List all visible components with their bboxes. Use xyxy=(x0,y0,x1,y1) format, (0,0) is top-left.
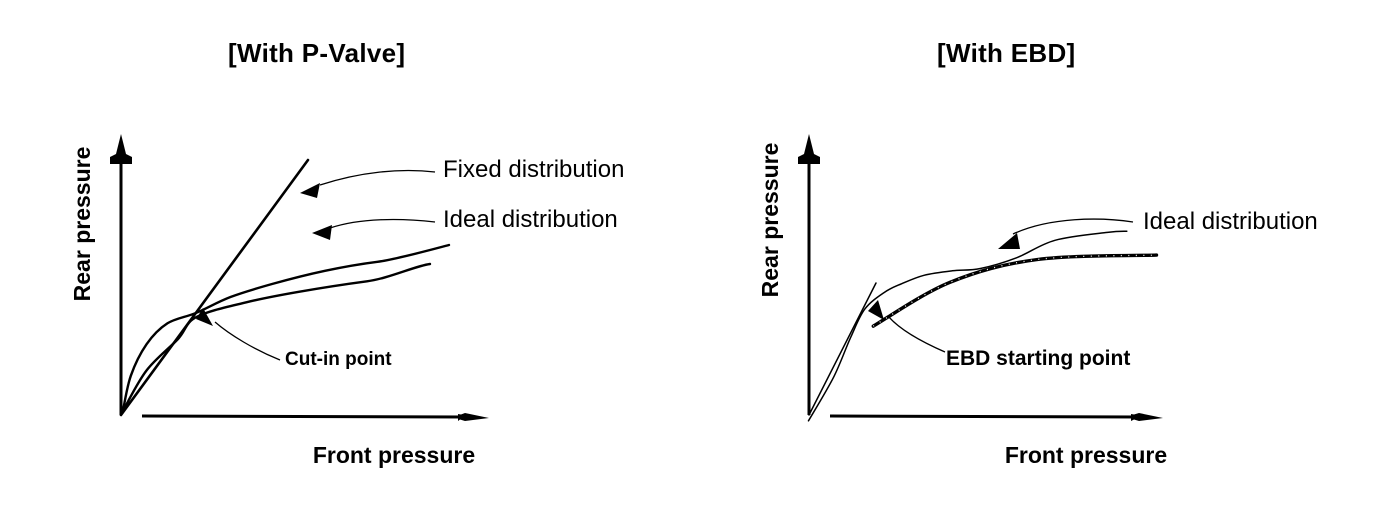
svg-text:Rear pressure: Rear pressure xyxy=(757,143,783,298)
svg-text:Ideal distribution: Ideal distribution xyxy=(1143,208,1318,235)
svg-text:Front pressure: Front pressure xyxy=(1005,442,1167,468)
svg-text:Rear pressure: Rear pressure xyxy=(69,147,95,302)
svg-text:Front pressure: Front pressure xyxy=(313,442,475,468)
svg-text:Ideal distribution: Ideal distribution xyxy=(443,206,618,233)
svg-text:Cut-in point: Cut-in point xyxy=(285,349,392,370)
svg-text:Fixed distribution: Fixed distribution xyxy=(443,156,624,183)
svg-text:EBD starting point: EBD starting point xyxy=(946,347,1130,370)
